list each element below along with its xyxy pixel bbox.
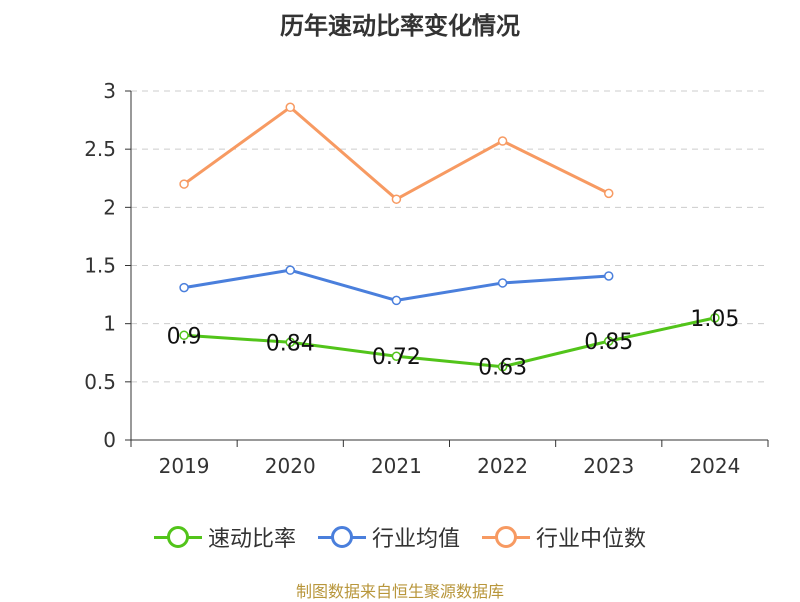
data-point (604, 271, 614, 281)
y-tick-label: 0 (103, 428, 116, 452)
y-tick-label: 2.5 (84, 137, 116, 161)
grid-lines (131, 90, 768, 383)
x-tick-label: 2019 (159, 454, 210, 478)
data-labels: 0.9 0.84 0.72 0.63 0.85 1.05 (167, 307, 740, 381)
y-tick-label: 0.5 (84, 370, 116, 394)
chart-title: 历年速动比率变化情况 (280, 12, 520, 40)
y-tick-label: 1.5 (84, 254, 116, 278)
legend-swatch-blue-icon (317, 525, 366, 549)
data-label: 1.05 (690, 307, 739, 332)
data-label: 0.72 (372, 345, 421, 370)
y-tick-label: 2 (103, 195, 116, 219)
legend-item-industry-median[interactable]: 行业中位数 (482, 521, 646, 553)
data-point (285, 265, 295, 275)
data-label: 0.85 (584, 330, 633, 355)
data-label: 0.9 (167, 324, 202, 349)
data-point (391, 295, 402, 306)
data-point (604, 336, 614, 346)
data-point (179, 282, 189, 293)
data-point (497, 361, 508, 372)
x-tick-label: 2021 (371, 454, 422, 478)
data-point (285, 337, 295, 348)
series-line (183, 105, 610, 201)
x-tick-label: 2022 (477, 454, 528, 478)
legend-swatch-orange-icon (482, 525, 530, 549)
x-tick-label: 2020 (265, 454, 316, 478)
series-lines (179, 102, 720, 372)
legend-label: 行业中位数 (536, 527, 647, 552)
data-point (179, 179, 189, 189)
data-point (391, 194, 402, 204)
legend-item-quick-ratio[interactable]: 速动比率 (153, 521, 296, 553)
data-point (179, 330, 189, 341)
legend-swatch-green-icon (153, 525, 202, 549)
y-tick-label: 1 (103, 312, 116, 336)
x-tick-label: 2023 (583, 454, 634, 478)
axes: 0 0.5 1 1.5 2 2.5 3 2019 2020 2021 2022 2023 2024 (84, 79, 769, 478)
data-point (604, 188, 614, 199)
source-note: 制图数据来自恒生聚源数据库 (295, 582, 504, 601)
data-point (497, 278, 508, 288)
legend: 速动比率 行业均值 行业中位数 (0, 519, 800, 555)
legend-label: 行业均值 (371, 527, 460, 552)
legend-label: 速动比率 (207, 527, 296, 552)
series-line (183, 316, 716, 369)
data-label: 0.63 (478, 356, 527, 381)
data-point (285, 102, 295, 113)
x-tick-label: 2024 (689, 454, 740, 478)
legend-item-industry-mean[interactable]: 行业均值 (317, 521, 460, 553)
data-point (391, 351, 402, 361)
data-point (710, 313, 720, 323)
data-point (497, 136, 508, 146)
y-tick-label: 3 (103, 79, 116, 103)
data-label: 0.84 (266, 331, 315, 356)
